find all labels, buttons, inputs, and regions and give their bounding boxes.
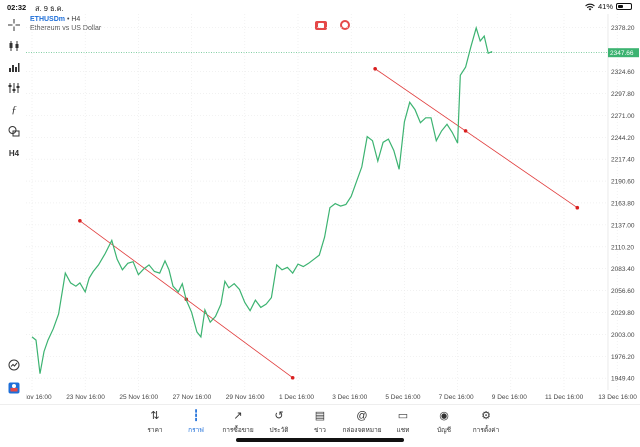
candlestick-icon[interactable] <box>6 38 22 54</box>
y-tick-label: 2083.40 <box>611 266 635 273</box>
sync-button[interactable] <box>340 20 350 30</box>
left-toolbar: ƒ H4 <box>0 14 26 404</box>
trend-lines[interactable] <box>78 66 580 380</box>
battery-fill <box>618 5 623 8</box>
y-tick-label: 2137.00 <box>611 222 635 229</box>
x-tick-label: 11 Dec 16:00 <box>545 394 584 401</box>
trend-line-handle <box>78 219 82 223</box>
symbol-name: ETHUSDm <box>30 16 66 23</box>
y-tick-label: 2163.80 <box>611 200 635 207</box>
nav-item-label: ประวัติ <box>269 427 289 434</box>
nav-item-label: ราคา <box>147 427 163 434</box>
trade-panel-button[interactable] <box>315 21 327 30</box>
shapes-icon[interactable] <box>6 123 22 139</box>
gauge-icon[interactable] <box>6 357 22 373</box>
x-tick-label: 25 Nov 16:00 <box>119 394 158 401</box>
nav-item-label: ข่าว <box>314 427 326 434</box>
x-axis: 21 Nov 16:00 23 Nov 16:00 25 Nov 16:00 27 N… <box>26 394 637 401</box>
nav-item-label: แชท <box>396 427 410 434</box>
status-bar: 02:32 ส. 9 ธ.ค. 41% <box>0 0 640 14</box>
x-tick-label: 21 Nov 16:00 <box>26 394 52 401</box>
price-chart[interactable]: 2378.20 2324.60 2297.80 2271.00 2244.20 2217.… <box>26 14 640 404</box>
x-tick-label: 1 Dec 16:00 <box>279 394 314 401</box>
y-tick-label: 1976.20 <box>611 354 635 361</box>
y-tick-label: 2029.80 <box>611 310 635 317</box>
status-right: 41% <box>585 2 632 11</box>
nav-item-label: บัญชี <box>436 427 452 434</box>
nav-item-chart-candles[interactable]: ┇ กราฟ <box>171 409 221 435</box>
y-tick-label: 2056.60 <box>611 288 635 295</box>
x-tick-label: 13 Dec 16:00 <box>598 394 637 401</box>
nav-item-history[interactable]: ↺ ประวัติ <box>254 409 304 435</box>
nav-item-account[interactable]: ◉ บัญชี <box>419 409 469 435</box>
trend-line-handle <box>463 129 468 133</box>
one-click-icon[interactable] <box>6 380 22 396</box>
wifi-icon <box>585 3 595 10</box>
price-series-line <box>31 25 493 374</box>
x-tick-label: 23 Nov 16:00 <box>66 394 105 401</box>
chart-grid <box>26 14 618 390</box>
y-tick-label: 1949.40 <box>611 376 635 383</box>
y-tick-label: 2297.80 <box>611 91 635 98</box>
nav-item-label: การซื้อขาย <box>222 427 254 434</box>
price-arrows-icon: ⇅ <box>150 410 160 422</box>
current-price-badge <box>608 48 639 58</box>
status-date: ส. 9 ธ.ค. <box>35 4 64 13</box>
history-icon: ↺ <box>274 410 284 422</box>
battery-percent: 41% <box>597 2 613 11</box>
y-tick-label: 2378.20 <box>611 25 635 32</box>
nav-item-label: กราฟ <box>188 427 204 434</box>
x-tick-label: 27 Nov 16:00 <box>173 394 212 401</box>
news-icon: ▤ <box>314 410 326 422</box>
nav-item-settings[interactable]: ⚙ การตั้งค่า <box>461 409 511 435</box>
symbol-timeframe: H4 <box>71 16 81 23</box>
battery-icon <box>616 3 632 10</box>
symbol-header[interactable]: ETHUSDm • H4 Ethereum vs US Dollar <box>30 15 101 33</box>
function-icon[interactable]: ƒ <box>11 104 17 116</box>
x-tick-label: 29 Nov 16:00 <box>226 394 265 401</box>
y-tick-label: 2003.00 <box>611 332 635 339</box>
trend-line-handle <box>290 375 295 380</box>
x-tick-label: 5 Dec 16:00 <box>385 394 420 401</box>
y-tick-label: 2244.20 <box>611 135 635 142</box>
current-price-marker: 2347.66 <box>26 48 639 58</box>
mailbox-icon: @ <box>356 410 368 422</box>
trend-line-handle <box>575 205 580 210</box>
current-price-label: 2347.66 <box>610 50 634 57</box>
x-tick-label: 7 Dec 16:00 <box>439 394 474 401</box>
nav-item-mailbox[interactable]: @ กล่องจดหมาย <box>337 409 387 435</box>
y-tick-label: 2110.20 <box>611 244 634 251</box>
trade-chart-icon: ↗ <box>233 410 243 422</box>
timeframe-button[interactable]: H4 <box>8 148 20 158</box>
crosshair-icon[interactable] <box>6 17 22 33</box>
y-axis: 2378.20 2324.60 2297.80 2271.00 2244.20 2217.… <box>611 25 635 382</box>
status-time: 02:32 <box>7 3 27 12</box>
indicators-icon[interactable] <box>6 80 22 96</box>
y-tick-label: 2324.60 <box>611 69 635 76</box>
trend-line <box>374 68 578 209</box>
x-tick-label: 9 Dec 16:00 <box>492 394 527 401</box>
nav-item-label: กล่องจดหมาย <box>342 427 382 434</box>
trend-line-handle <box>373 66 377 71</box>
nav-item-trade-chart[interactable]: ↗ การซื้อขาย <box>213 409 263 435</box>
symbol-title: ETHUSDm • H4 <box>30 16 81 23</box>
chart-candles-icon: ┇ <box>192 410 200 422</box>
y-tick-label: 2217.40 <box>611 157 635 164</box>
nav-item-label: การตั้งค่า <box>472 427 500 434</box>
home-indicator <box>236 438 404 442</box>
chat-icon: ▭ <box>397 410 409 422</box>
nav-item-chat[interactable]: ▭ แชท <box>378 409 428 435</box>
nav-item-news[interactable]: ▤ ข่าว <box>295 409 345 435</box>
x-tick-label: 3 Dec 16:00 <box>332 394 367 401</box>
y-tick-label: 2271.00 <box>611 113 635 120</box>
nav-item-price-arrows[interactable]: ⇅ ราคา <box>130 409 180 435</box>
account-icon: ◉ <box>439 410 449 422</box>
y-tick-label: 2190.60 <box>611 179 635 186</box>
symbol-description: Ethereum vs US Dollar <box>30 25 102 32</box>
bar-chart-icon[interactable] <box>6 59 22 75</box>
settings-icon: ⚙ <box>481 410 491 422</box>
